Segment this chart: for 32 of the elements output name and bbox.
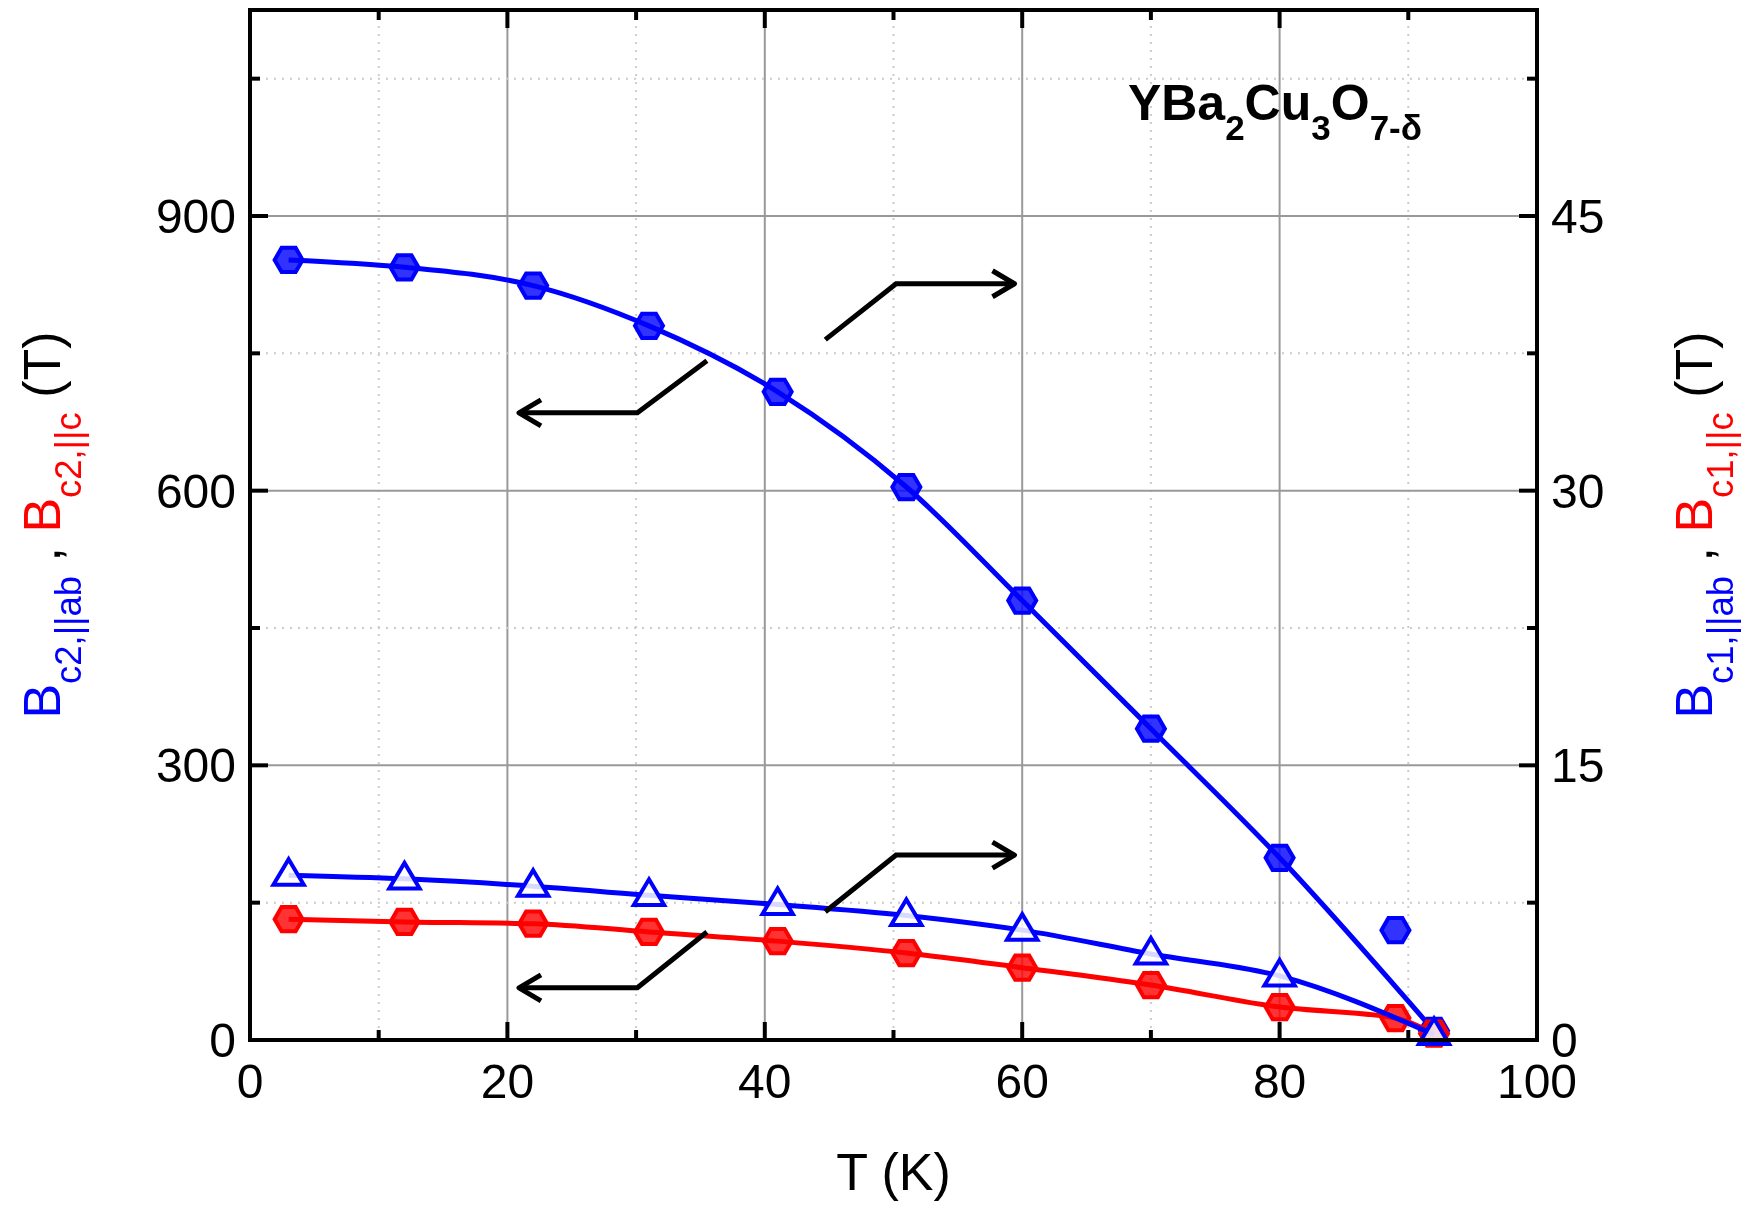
point <box>1379 916 1412 945</box>
x-axis-title: T (K) <box>836 1143 951 1201</box>
point <box>761 927 794 956</box>
y2-tick-label: 15 <box>1551 739 1605 793</box>
x-tick-label: 20 <box>480 1055 535 1108</box>
y2-tick-label: 45 <box>1551 190 1605 243</box>
point <box>517 271 550 300</box>
y2-tick-label: 30 <box>1551 464 1605 518</box>
y-tick-label: 900 <box>155 190 236 243</box>
x-tick-label: 60 <box>995 1055 1049 1108</box>
point <box>272 905 305 934</box>
point <box>1134 714 1167 743</box>
y-tick-label: 300 <box>155 739 236 793</box>
point <box>1263 992 1296 1022</box>
point <box>632 311 665 340</box>
point <box>890 472 923 502</box>
y-tick-label: 600 <box>155 464 236 518</box>
point <box>632 917 665 947</box>
point <box>517 909 550 938</box>
x-tick-label: 40 <box>738 1055 792 1108</box>
point <box>761 377 794 406</box>
point <box>1134 970 1167 1000</box>
y-tick-label: 0 <box>209 1014 236 1067</box>
point <box>272 245 305 275</box>
point <box>388 253 421 282</box>
point <box>1263 843 1296 872</box>
annotation: YBa$_{2}$Cu$_{3}$O$_{7-δ}$ <box>1127 75 1422 147</box>
point <box>1006 586 1039 615</box>
point <box>1006 953 1039 982</box>
point <box>890 938 923 968</box>
x-tick-label: 80 <box>1252 1055 1307 1108</box>
point <box>388 907 421 937</box>
